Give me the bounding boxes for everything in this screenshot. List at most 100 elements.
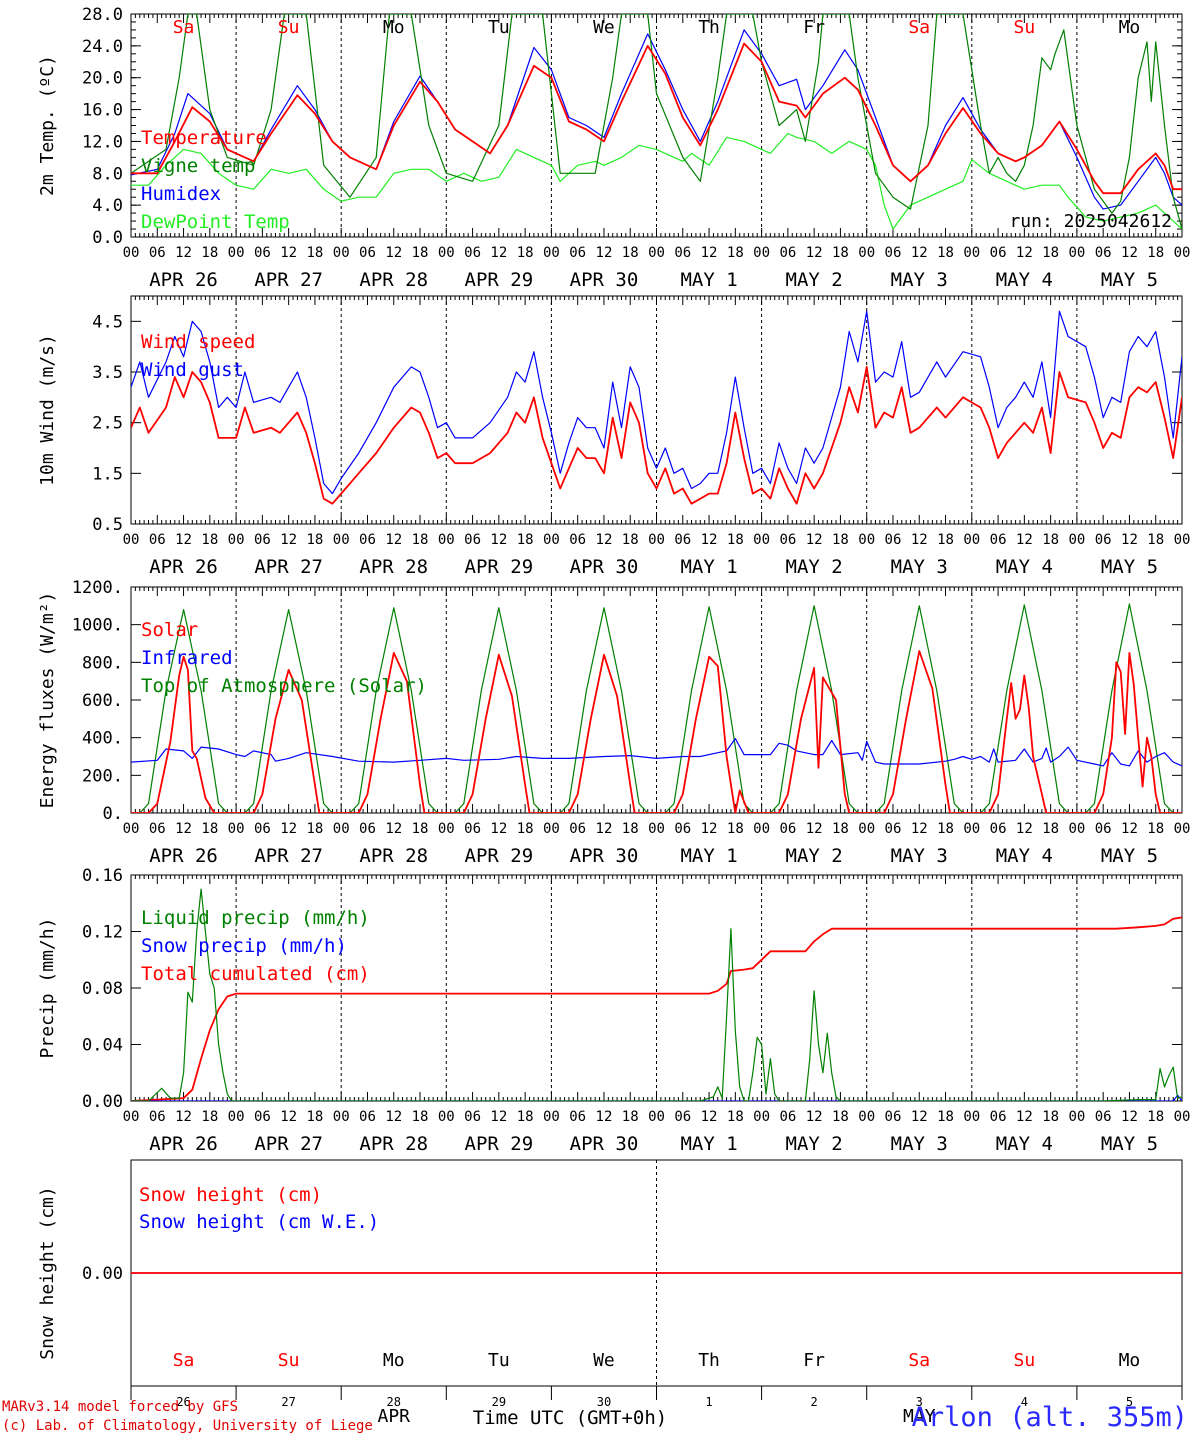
hour-tick-label: 06 — [149, 821, 166, 837]
hour-tick-label: 00 — [858, 245, 875, 261]
date-label: MAY 4 — [996, 1133, 1053, 1155]
hour-tick-label: 00 — [1174, 245, 1191, 261]
date-label: MAY 5 — [1101, 1133, 1158, 1155]
hour-tick-label: 06 — [779, 245, 796, 261]
date-label: APR 30 — [570, 269, 639, 291]
hour-tick-label: 06 — [254, 532, 271, 548]
energy-series — [131, 603, 1182, 813]
wind-legend: Wind speed Wind gust — [141, 331, 255, 381]
y-tick-label: 24.0 — [82, 37, 123, 57]
hour-tick-label: 06 — [149, 1109, 166, 1125]
hour-tick-label: 06 — [990, 245, 1007, 261]
legend-entry: Snow height (cm) — [139, 1184, 322, 1206]
hour-tick-label: 00 — [1174, 821, 1191, 837]
weekday-label: Sa — [173, 17, 195, 38]
y-tick-label: 4.0 — [92, 196, 123, 216]
legend-entry: Vigne temp — [141, 155, 255, 177]
hour-tick-label: 12 — [911, 821, 928, 837]
hour-tick-label: 06 — [464, 245, 481, 261]
hour-tick-label: 06 — [569, 821, 586, 837]
y-tick-label: 800. — [82, 653, 123, 673]
wind-speed-line — [131, 366, 1182, 505]
hour-tick-label: 00 — [228, 532, 245, 548]
date-label: APR 26 — [149, 269, 218, 291]
station-name: Arlon (alt. 355m) — [911, 1402, 1188, 1433]
hour-tick-label: 18 — [937, 532, 954, 548]
y-tick-label: 2.5 — [92, 414, 123, 434]
hour-tick-label: 06 — [674, 245, 691, 261]
hour-tick-label: 00 — [1174, 532, 1191, 548]
hour-tick-label: 18 — [306, 821, 323, 837]
snow-y-axis-label: Snow height (cm) — [37, 1186, 58, 1359]
hour-tick-label: 06 — [1095, 245, 1112, 261]
date-label: APR 27 — [254, 845, 323, 867]
date-label: APR 28 — [359, 269, 428, 291]
hour-tick-label: 18 — [517, 245, 534, 261]
hour-tick-label: 18 — [1147, 532, 1164, 548]
x-axis-title: Time UTC (GMT+0h) — [473, 1407, 667, 1429]
hour-tick-label: 06 — [1095, 821, 1112, 837]
hour-tick-label: 12 — [1121, 821, 1138, 837]
hour-tick-label: 18 — [306, 532, 323, 548]
date-label: APR 29 — [465, 269, 534, 291]
hour-tick-label: 18 — [937, 245, 954, 261]
energy-legend: Solar Infrared Top of Atmosphere (Solar) — [141, 619, 427, 697]
hour-tick-label: 06 — [885, 821, 902, 837]
hour-tick-label: 00 — [963, 245, 980, 261]
hour-tick-label: 18 — [832, 1109, 849, 1125]
legend-entry: DewPoint Temp — [141, 211, 290, 233]
hour-tick-label: 18 — [306, 245, 323, 261]
hour-tick-label: 18 — [727, 821, 744, 837]
date-label: APR 29 — [465, 845, 534, 867]
hour-tick-label: 12 — [806, 1109, 823, 1125]
hour-tick-label: 06 — [779, 1109, 796, 1125]
hour-tick-label: 18 — [517, 821, 534, 837]
hour-tick-label: 18 — [201, 532, 218, 548]
hour-tick-label: 18 — [832, 245, 849, 261]
hour-tick-label: 00 — [123, 1109, 140, 1125]
date-label: APR 26 — [149, 845, 218, 867]
weekday-label: Su — [278, 17, 300, 38]
legend-entry: Solar — [141, 619, 198, 641]
legend-entry: Top of Atmosphere (Solar) — [141, 675, 427, 697]
y-tick-label: 0.04 — [82, 1036, 123, 1056]
hour-tick-label: 06 — [990, 1109, 1007, 1125]
hour-tick-label: 00 — [123, 245, 140, 261]
y-tick-label: 8.0 — [92, 164, 123, 184]
weekday-label: Tu — [488, 1350, 510, 1371]
hour-tick-label: 12 — [701, 821, 718, 837]
snow-legend: Snow height (cm) Snow height (cm W.E.) — [139, 1184, 379, 1233]
hour-tick-label: 00 — [858, 532, 875, 548]
date-label: MAY 1 — [680, 556, 737, 578]
hour-tick-label: 06 — [779, 821, 796, 837]
hour-tick-label: 06 — [990, 532, 1007, 548]
plot-frame — [130, 13, 1183, 238]
hour-tick-label: 18 — [201, 821, 218, 837]
hour-tick-label: 12 — [806, 532, 823, 548]
y-tick-label: 16.0 — [82, 101, 123, 121]
date-label: APR 26 — [149, 1133, 218, 1155]
hour-tick-label: 12 — [596, 1109, 613, 1125]
hour-tick-label: 12 — [596, 245, 613, 261]
day-number-label: 29 — [492, 1395, 506, 1409]
date-label: MAY 2 — [786, 845, 843, 867]
month-label-may: MAY — [903, 1406, 936, 1427]
energy-panel: 0. 200. 400. 600. 800. 1000. 1200. Energy fluxe… — [37, 578, 1183, 824]
hour-tick-label: 06 — [885, 245, 902, 261]
hour-tick-label: 12 — [490, 821, 507, 837]
temperature-date-labels: APR 26 APR 27 APR 28 APR 29 APR 30 MAY 1 MAY 2… — [149, 269, 1158, 291]
weekday-label: Su — [1014, 17, 1036, 38]
wind-y-tick-labels: 0.5 1.5 2.5 3.5 4.5 — [92, 312, 123, 535]
hour-tick-label: 00 — [1068, 245, 1085, 261]
date-label: APR 30 — [570, 845, 639, 867]
hour-tick-label: 18 — [1042, 532, 1059, 548]
hour-tick-label: 06 — [569, 1109, 586, 1125]
hour-tick-label: 12 — [280, 821, 297, 837]
hour-tick-label: 12 — [701, 1109, 718, 1125]
day-number-labels: 26 27 28 29 30 1 2 3 4 5 — [176, 1395, 1133, 1409]
hour-tick-label: 12 — [701, 532, 718, 548]
precip-hour-tick-labels: 00 06 12 18 00 06 12 18 00 06 12 18 00 06 12 18 00 06 12 18… — [123, 1109, 1191, 1125]
weekday-label: We — [593, 17, 615, 38]
model-credit: MARv3.14 model forced by GFS — [2, 1399, 239, 1415]
day-number-label: 27 — [281, 1395, 295, 1409]
